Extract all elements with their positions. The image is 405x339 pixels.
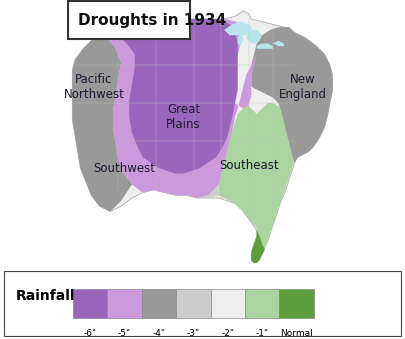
FancyBboxPatch shape	[68, 1, 190, 39]
Text: Rainfall: Rainfall	[16, 289, 76, 303]
FancyBboxPatch shape	[142, 289, 176, 318]
FancyBboxPatch shape	[279, 289, 314, 318]
FancyBboxPatch shape	[4, 271, 401, 336]
Polygon shape	[72, 35, 132, 212]
Polygon shape	[238, 33, 243, 46]
Text: Droughts in 1934: Droughts in 1934	[78, 13, 226, 28]
Polygon shape	[257, 43, 273, 49]
FancyBboxPatch shape	[176, 289, 211, 318]
Polygon shape	[94, 19, 243, 198]
FancyBboxPatch shape	[245, 289, 279, 318]
Text: New
England: New England	[279, 73, 327, 101]
Text: Normal: Normal	[280, 329, 313, 338]
Polygon shape	[219, 103, 300, 263]
Text: -4": -4"	[152, 329, 166, 338]
FancyBboxPatch shape	[107, 289, 142, 318]
Text: -2": -2"	[221, 329, 234, 338]
Polygon shape	[252, 27, 333, 163]
Polygon shape	[252, 231, 265, 263]
Text: Southeast: Southeast	[219, 159, 278, 172]
Text: -5": -5"	[118, 329, 131, 338]
Polygon shape	[72, 11, 333, 263]
Text: Southwest: Southwest	[93, 162, 155, 175]
Polygon shape	[273, 41, 284, 46]
Text: -1": -1"	[256, 329, 269, 338]
Text: Pacific
Northwest: Pacific Northwest	[64, 73, 124, 101]
FancyBboxPatch shape	[73, 289, 107, 318]
FancyBboxPatch shape	[211, 289, 245, 318]
Polygon shape	[246, 30, 262, 43]
Polygon shape	[105, 19, 238, 174]
Text: -3": -3"	[187, 329, 200, 338]
Text: -6": -6"	[83, 329, 97, 338]
Polygon shape	[224, 22, 252, 35]
Text: Great
Plains: Great Plains	[166, 103, 201, 131]
Polygon shape	[94, 19, 257, 198]
